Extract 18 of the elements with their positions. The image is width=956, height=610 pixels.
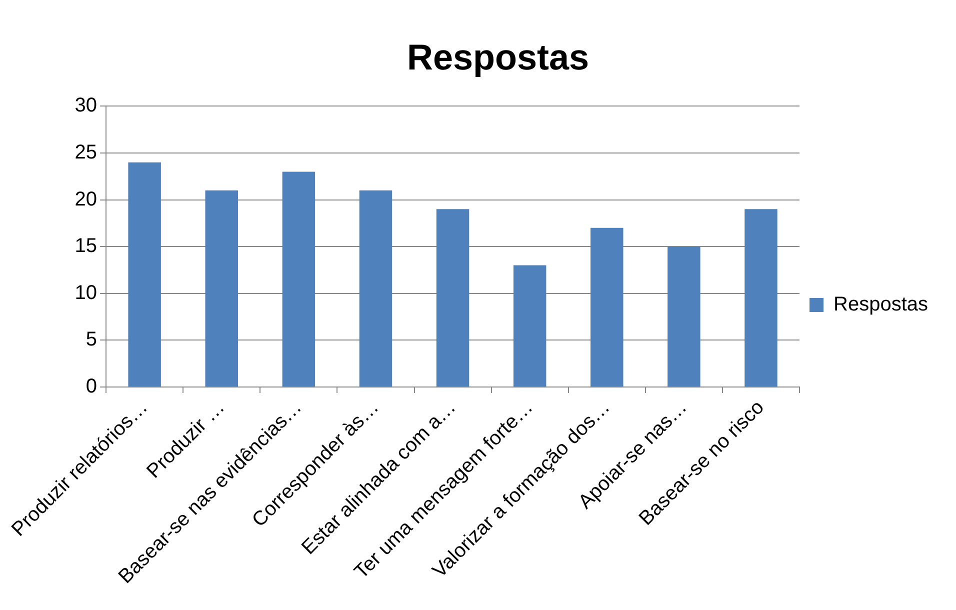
y-tick-label: 5 (86, 328, 98, 351)
y-tick-label: 25 (74, 142, 98, 164)
bar (128, 162, 161, 386)
bar (205, 190, 238, 386)
bar (359, 190, 392, 386)
bar (590, 228, 624, 386)
bar (668, 246, 700, 386)
legend-label: Respostas (834, 294, 928, 316)
bar (744, 209, 778, 386)
y-tick-label: 10 (74, 282, 98, 304)
y-tick-label: 15 (74, 235, 98, 258)
chart-title: Respostas (406, 36, 590, 78)
y-tick-label: 20 (74, 188, 98, 210)
y-tick-label: 0 (86, 375, 98, 398)
bar (436, 209, 470, 386)
bar (513, 265, 546, 386)
y-tick-label: 30 (74, 94, 98, 117)
bar (282, 172, 316, 386)
